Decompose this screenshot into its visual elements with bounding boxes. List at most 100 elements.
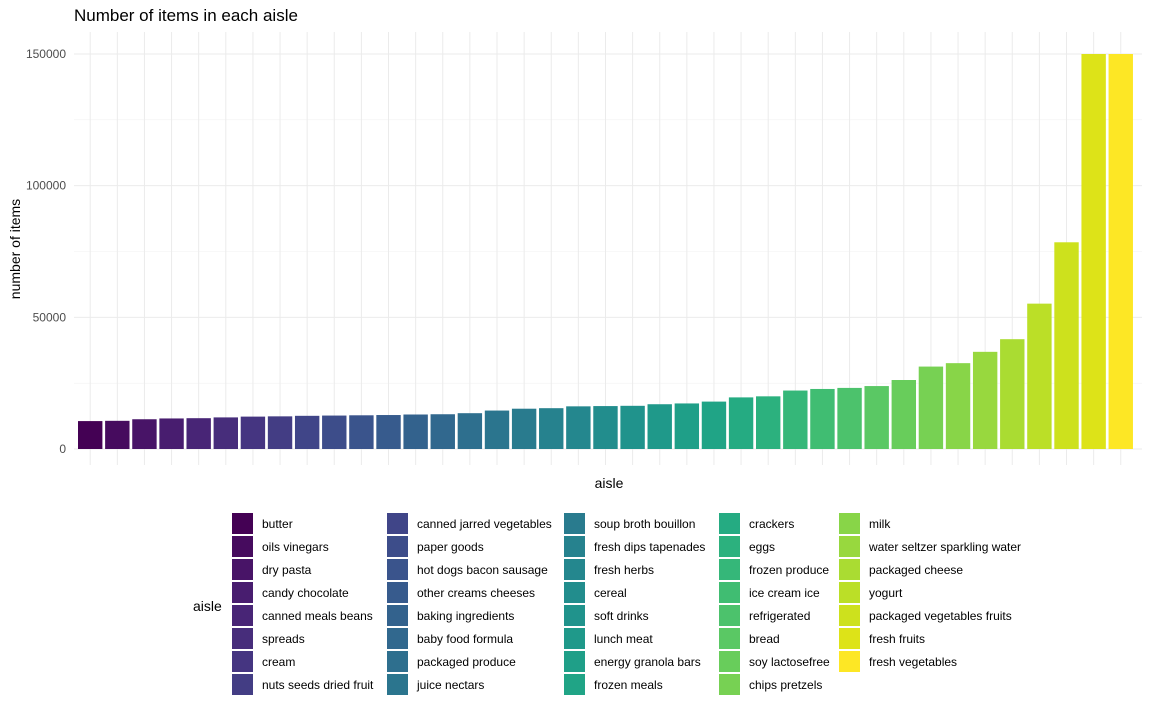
legend-label: frozen produce (749, 563, 829, 577)
legend-swatch (719, 628, 740, 649)
bar-paper-goods (322, 415, 347, 449)
legend-label: soy lactosefree (749, 655, 830, 669)
legend-swatch (232, 559, 253, 580)
bar-energy-granola-bars (674, 403, 700, 449)
legend-label: yogurt (869, 586, 903, 600)
bar-spreads (213, 417, 238, 449)
legend-label: milk (869, 517, 891, 531)
legend-item: fresh herbs (564, 559, 654, 580)
legend-label: spreads (262, 632, 305, 646)
legend-item: water seltzer sparkling water (839, 536, 1021, 557)
legend-label: fresh fruits (869, 632, 925, 646)
legend-swatch (564, 674, 585, 695)
y-tick-label: 0 (59, 442, 66, 456)
legend-item: lunch meat (564, 628, 653, 649)
legend-label: fresh vegetables (869, 655, 957, 669)
legend-item: baby food formula (387, 628, 513, 649)
legend-item: eggs (719, 536, 775, 557)
legend-swatch (839, 513, 860, 534)
legend-swatch (839, 628, 860, 649)
bar-packaged-cheese (1000, 339, 1025, 449)
legend-swatch (232, 513, 253, 534)
legend-swatch (719, 674, 740, 695)
legend-label: chips pretzels (749, 678, 822, 692)
legend-label: packaged vegetables fruits (869, 609, 1012, 623)
legend-swatch (839, 605, 860, 626)
legend-swatch (387, 628, 408, 649)
legend-item: spreads (232, 628, 305, 649)
bar-baking-ingredients (403, 414, 428, 449)
legend-item: crackers (719, 513, 794, 534)
legend-label: packaged produce (417, 655, 516, 669)
bar-cereal (593, 406, 618, 449)
legend: aisle butter oils vinegars dry pasta candy … (193, 513, 1021, 695)
legend-item: soft drinks (564, 605, 649, 626)
legend-swatch (232, 651, 253, 672)
bar-crackers (728, 397, 754, 449)
legend-title: aisle (193, 598, 222, 614)
bar-frozen-meals (701, 401, 727, 449)
legend-label: fresh dips tapenades (594, 540, 705, 554)
bar-hot-dogs-bacon-sausage (349, 415, 374, 449)
legend-item: fresh dips tapenades (564, 536, 705, 557)
legend-label: other creams cheeses (417, 586, 535, 600)
legend-label: butter (262, 517, 293, 531)
legend-label: water seltzer sparkling water (868, 540, 1021, 554)
legend-swatch (387, 513, 408, 534)
bar-packaged-produce (457, 413, 483, 449)
legend-swatch (387, 651, 408, 672)
legend-swatch (839, 536, 860, 557)
legend-item: candy chocolate (232, 582, 349, 603)
legend-swatch (719, 651, 740, 672)
legend-item: cream (232, 651, 295, 672)
legend-item: soy lactosefree (719, 651, 830, 672)
legend-label: crackers (749, 517, 794, 531)
bar-bread (864, 386, 889, 449)
legend-label: oils vinegars (262, 540, 329, 554)
bars (78, 54, 1133, 449)
legend-swatch (719, 605, 740, 626)
y-tick-label: 50000 (33, 310, 67, 324)
y-tick-label: 100000 (26, 179, 66, 193)
bar-juice-nectars (484, 410, 510, 449)
bar-other-creams-cheeses (376, 415, 401, 449)
bar-oils-vinegars (105, 420, 130, 449)
legend-swatch (232, 605, 253, 626)
bar-soy-lactosefree (891, 380, 916, 449)
legend-item: ice cream ice (719, 582, 820, 603)
legend-swatch (232, 536, 253, 557)
bar-butter (78, 421, 103, 449)
bar-chips-pretzels (918, 366, 944, 449)
bar-milk (945, 363, 971, 449)
legend-label: cream (262, 655, 295, 669)
x-axis-title: aisle (595, 475, 624, 491)
legend-item: fresh fruits (839, 628, 925, 649)
legend-item: refrigerated (719, 605, 810, 626)
bar-candy-chocolate (159, 418, 184, 449)
legend-swatch (719, 559, 740, 580)
bar-yogurt (1027, 303, 1052, 449)
legend-swatch (232, 674, 253, 695)
legend-label: bread (749, 632, 780, 646)
bar-ice-cream-ice (810, 388, 835, 449)
legend-label: soup broth bouillon (594, 517, 695, 531)
legend-item: packaged produce (387, 651, 516, 672)
legend-swatch (564, 628, 585, 649)
legend-label: soft drinks (594, 609, 649, 623)
legend-label: frozen meals (594, 678, 663, 692)
legend-item: paper goods (387, 536, 484, 557)
legend-label: nuts seeds dried fruit (262, 678, 374, 692)
legend-item: canned meals beans (232, 605, 373, 626)
legend-label: refrigerated (749, 609, 810, 623)
legend-swatch (839, 559, 860, 580)
bar-canned-jarred-vegetables (294, 415, 320, 449)
legend-label: baby food formula (417, 632, 513, 646)
legend-label: eggs (749, 540, 775, 554)
legend-item: oils vinegars (232, 536, 329, 557)
legend-item: dry pasta (232, 559, 312, 580)
legend-label: fresh herbs (594, 563, 654, 577)
bar-packaged-vegetables-fruits (1054, 242, 1079, 449)
bar-soup-broth-bouillon (511, 408, 537, 449)
legend-swatch (387, 605, 408, 626)
